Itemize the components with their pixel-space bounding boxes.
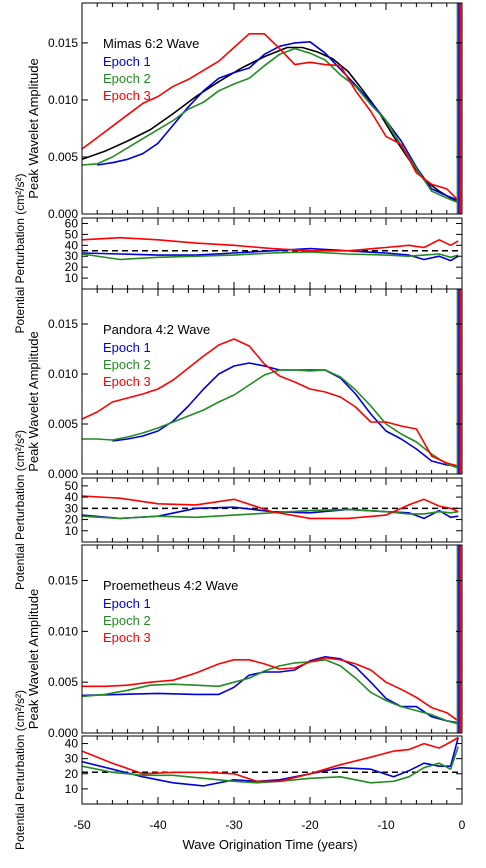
panels: 0.000 0.005 0.010 0.015 Peak Wavelet Amplitu…	[13, 2, 466, 850]
series-line-epoch-3	[82, 32, 459, 201]
legend-entry: Epoch 1	[103, 340, 151, 355]
x-tick-label: -30	[225, 818, 243, 832]
series-line-epoch-2	[82, 47, 459, 204]
y-tick-label: 40	[65, 490, 79, 504]
x-tick-label: -50	[73, 818, 91, 832]
y-axis-label: Potential Perturbation (cm²/s²)	[13, 430, 27, 590]
y-tick-label: 0.005	[48, 150, 78, 164]
x-axis-label: Wave Origination Time (years)	[182, 837, 357, 852]
y-tick-label: 0.005	[48, 675, 78, 689]
y-tick-label: 0.000	[48, 726, 78, 740]
series-line-epoch-1	[82, 247, 459, 262]
y-tick-label: 0.010	[48, 93, 78, 107]
series-line-epoch-1	[82, 655, 459, 724]
y-tick-label: 50	[65, 479, 79, 493]
y-tick-label: 10	[65, 524, 79, 538]
legend-entry: Epoch 3	[103, 630, 151, 645]
series-line-epoch-3	[82, 495, 459, 520]
series-line-epoch-2	[82, 746, 459, 784]
panel-1: 0.000 0.005 0.010 0.015 Peak Wavelet Amplitu…	[26, 2, 463, 221]
x-tick-label: -20	[301, 818, 319, 832]
series-group	[82, 655, 459, 725]
plot-frame	[81, 477, 463, 543]
panel-title: Pandora 4:2 Wave	[103, 322, 210, 337]
y-tick-label: 0.000	[48, 207, 78, 221]
y-tick-label: 40	[65, 238, 79, 252]
y-tick-label: 0.010	[48, 624, 78, 638]
y-tick-label: 0.015	[48, 317, 78, 331]
panel-title: Proemetheus 4:2 Wave	[103, 578, 238, 593]
series-line-epoch-2	[82, 508, 459, 520]
x-tick-label: 0	[459, 818, 466, 832]
y-tick-label: 60	[65, 216, 79, 230]
y-tick-label: 20	[65, 513, 79, 527]
legend-entry: Epoch 2	[103, 71, 151, 86]
panel-3: 0.000 0.005 0.010 0.015 Peak Wavelet Amplitu…	[26, 288, 463, 481]
x-tick-label: -10	[377, 818, 395, 832]
series-group	[82, 338, 459, 469]
x-tick-label: -40	[149, 818, 167, 832]
y-tick-label: 50	[65, 227, 79, 241]
y-tick-label: 20	[65, 260, 79, 274]
panel-5: 0.000 0.005 0.010 0.015 Peak Wavelet Amplitu…	[26, 544, 463, 740]
series-group	[82, 736, 459, 787]
plot-frame	[81, 288, 463, 475]
y-tick-label: 30	[65, 501, 79, 515]
y-tick-label: 40	[65, 737, 79, 751]
plot-frame	[81, 735, 463, 805]
series-line-epoch-1	[97, 40, 459, 202]
legend-entry: Epoch 2	[103, 357, 151, 372]
y-tick-label: 30	[65, 752, 79, 766]
y-axis-label: Potential Perturbation (cm²/s²)	[13, 690, 27, 850]
y-tick-label: 0.005	[48, 417, 78, 431]
y-tick-label: 30	[65, 249, 79, 263]
y-tick-label: 0.015	[48, 36, 78, 50]
y-tick-label: 0.015	[48, 574, 78, 588]
legend-entry: Epoch 1	[103, 54, 151, 69]
series-line-epoch-3	[82, 338, 459, 467]
legend-entry: Epoch 2	[103, 613, 151, 628]
panel-title: Mimas 6:2 Wave	[103, 36, 199, 51]
y-tick-label: 20	[65, 767, 79, 781]
y-axis-label: Potential Perturbation (cm²/s²)	[13, 173, 27, 333]
legend-entry: Epoch 3	[103, 374, 151, 389]
y-axis-label: Peak Wavelet Amplitude	[26, 58, 41, 198]
y-axis-label: Peak Wavelet Amplitude	[26, 331, 41, 471]
y-tick-label: 10	[65, 782, 79, 796]
y-axis-label: Peak Wavelet Amplitude	[26, 589, 41, 729]
y-tick-label: 10	[65, 271, 79, 285]
series-line-epoch-2	[82, 251, 459, 261]
series-line-epoch-3	[82, 236, 459, 252]
series-group	[82, 236, 459, 262]
plot-frame	[81, 2, 463, 215]
series-line-epoch-3	[82, 736, 459, 783]
series-line-epoch-3	[82, 656, 459, 722]
y-tick-label: 0.000	[48, 467, 78, 481]
legend-entry: Epoch 3	[103, 88, 151, 103]
plot-frame	[81, 544, 463, 734]
series-line-epoch-2	[82, 658, 459, 725]
series-group	[82, 32, 459, 204]
series-line-epoch-2	[82, 369, 459, 469]
legend-entry: Epoch 1	[103, 596, 151, 611]
y-tick-label: 0.010	[48, 367, 78, 381]
series-group	[82, 495, 459, 520]
